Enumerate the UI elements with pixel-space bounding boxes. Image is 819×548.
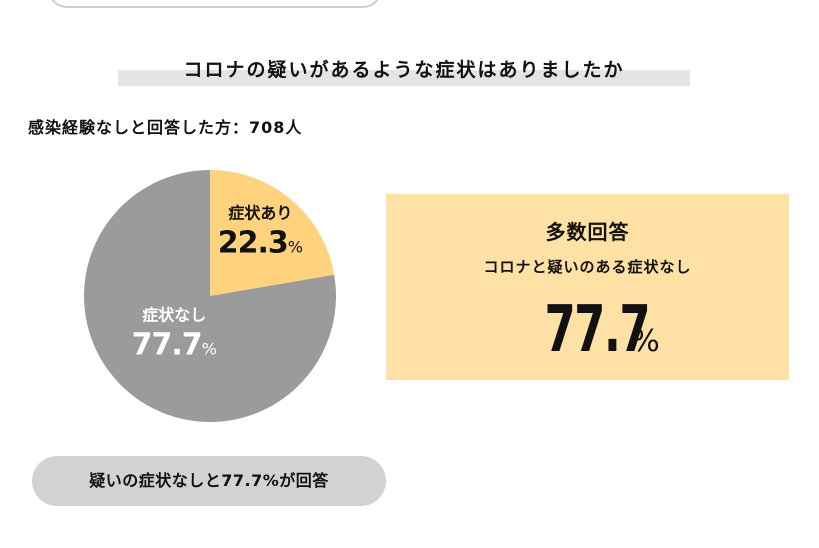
pie-slice-label-0: 症状あり	[228, 203, 292, 222]
callout-heading: 多数回答	[545, 220, 630, 244]
majority-callout: 多数回答 コロナと疑いのある症状なし 77.7%	[386, 194, 789, 380]
summary-pill: 疑いの症状なしと77.7%が回答	[32, 456, 386, 506]
callout-subheading: コロナと疑いのある症状なし	[483, 258, 692, 276]
respondents-label: 感染経験なしと回答した方：708人	[28, 118, 303, 137]
callout-value-number: 77.7	[544, 293, 651, 367]
callout-value: 77.7%	[386, 290, 789, 386]
pie-slice-value-1: 77.7%	[132, 327, 217, 362]
chart-title: コロナの疑いがあるような症状はありましたか	[118, 56, 690, 90]
top-partial-pill	[48, 0, 382, 8]
pie-slice-label-1: 症状なし	[142, 305, 206, 324]
pie-slice-0	[210, 170, 335, 296]
pie-label-0: 症状あり 22.3%	[218, 203, 303, 260]
pie-chart: 症状あり 22.3% 症状なし 77.7%	[84, 170, 336, 422]
callout-value-unit: %	[631, 324, 660, 359]
chart-title-text: コロナの疑いがあるような症状はありましたか	[183, 59, 625, 81]
pie-slice-value-0: 22.3%	[218, 225, 303, 260]
pie-label-1: 症状なし 77.7%	[132, 305, 217, 362]
title-highlight-band	[118, 70, 690, 86]
pie-slice-1	[84, 170, 336, 422]
